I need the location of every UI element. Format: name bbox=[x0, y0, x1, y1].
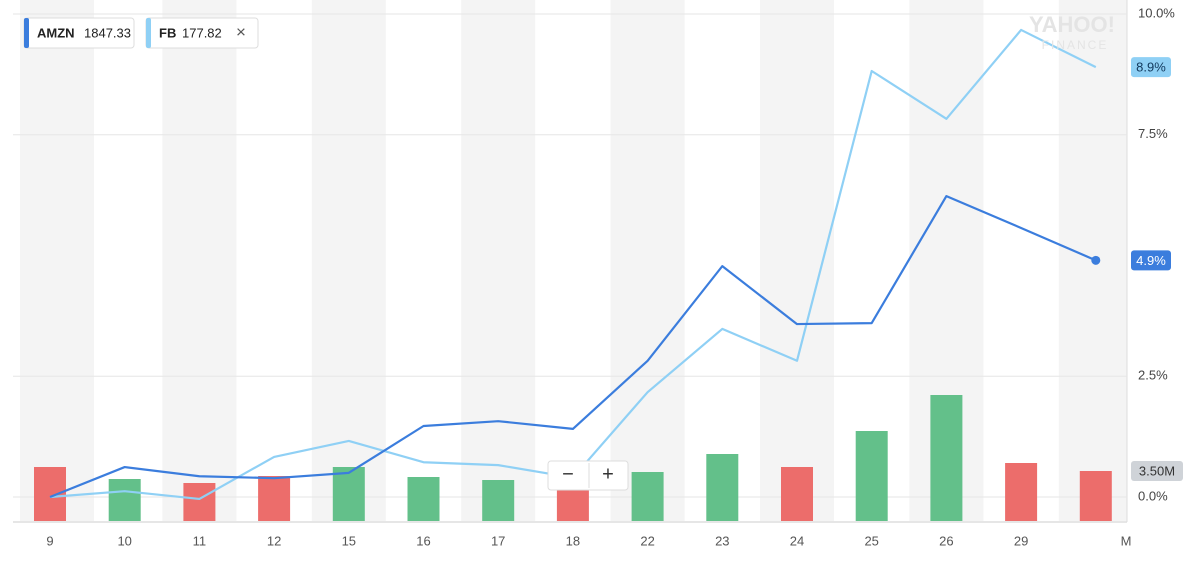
volume-label: 3.50M bbox=[1139, 463, 1175, 478]
value-badge bbox=[1131, 57, 1171, 78]
volume-bar bbox=[781, 467, 813, 521]
x-tick-label: 25 bbox=[864, 533, 878, 548]
stripe bbox=[760, 0, 834, 521]
volume-bar bbox=[258, 476, 291, 521]
volume-bar bbox=[183, 483, 216, 521]
stripe bbox=[311, 0, 386, 521]
legend-quote: 1847.33 bbox=[84, 25, 131, 40]
x-tick-label: 15 bbox=[342, 533, 356, 548]
legend-close[interactable]: × bbox=[236, 22, 246, 41]
value-label: 4.9% bbox=[1136, 253, 1166, 268]
y-tick-label: 10.0% bbox=[1138, 5, 1175, 20]
x-tick-label: 12 bbox=[267, 533, 281, 548]
volume-bar bbox=[1005, 463, 1038, 521]
volume-bar bbox=[34, 467, 66, 521]
volume-bar bbox=[930, 395, 963, 521]
zoom-in[interactable]: + bbox=[602, 463, 614, 485]
y-tick-label: 0.0% bbox=[1138, 488, 1168, 503]
volume-bar bbox=[706, 454, 739, 521]
x-tick-label: 24 bbox=[790, 533, 804, 548]
watermark: FINANCE bbox=[1042, 38, 1109, 52]
value-label: 8.9% bbox=[1136, 60, 1166, 75]
legend-name: FB bbox=[159, 25, 176, 40]
legend-quote: 177.82 bbox=[182, 25, 222, 40]
stripe bbox=[162, 0, 237, 521]
series-line bbox=[49, 194, 1097, 499]
x-tick-label: 29 bbox=[1014, 533, 1028, 548]
volume-bar bbox=[631, 472, 664, 521]
x-tick-label: 18 bbox=[566, 533, 580, 548]
overlay: 0.0% 2.5% 7.5% 10.0% 9 10 11 12 15 16 17 18 22 23 24 25… bbox=[23, 5, 1183, 548]
volume-bars bbox=[34, 395, 1112, 521]
background bbox=[13, 0, 1128, 523]
legend-item[interactable]: FB 177.82 bbox=[145, 17, 259, 49]
x-tick-label: 22 bbox=[640, 533, 654, 548]
x-tick-label: 10 bbox=[117, 533, 131, 548]
x-tick-label: 9 bbox=[46, 533, 53, 548]
x-tick-label: 17 bbox=[491, 533, 505, 548]
end-dot bbox=[1091, 255, 1101, 265]
watermark: YAHOO! bbox=[1029, 12, 1115, 37]
zoom-box bbox=[547, 460, 629, 491]
stripe bbox=[610, 0, 685, 521]
stripe bbox=[461, 0, 536, 521]
x-tick-label: 11 bbox=[193, 533, 207, 548]
value-badge bbox=[1131, 250, 1171, 271]
x-tick-label: 16 bbox=[416, 533, 430, 548]
volume-bar bbox=[407, 477, 440, 521]
y-tick-label: 7.5% bbox=[1138, 126, 1168, 141]
volume-bar bbox=[482, 480, 515, 521]
volume-bar bbox=[332, 467, 365, 521]
legend-item[interactable]: AMZN 1847.33 bbox=[23, 17, 135, 49]
stripe bbox=[20, 0, 94, 521]
legend-name: AMZN bbox=[37, 25, 75, 40]
legend-swatch bbox=[24, 18, 29, 48]
x-tick-label: 26 bbox=[939, 533, 953, 548]
volume-bar bbox=[855, 431, 888, 521]
legend-swatch bbox=[146, 18, 151, 48]
volume-bar bbox=[556, 488, 589, 521]
x-tick-label: 23 bbox=[715, 533, 729, 548]
volume-bar bbox=[1079, 471, 1112, 521]
zoom-out[interactable]: − bbox=[562, 463, 574, 485]
volume-badge bbox=[1131, 461, 1183, 481]
x-month-label: M bbox=[1121, 533, 1132, 548]
volume-bar bbox=[108, 479, 141, 521]
y-tick-label: 2.5% bbox=[1138, 368, 1168, 383]
